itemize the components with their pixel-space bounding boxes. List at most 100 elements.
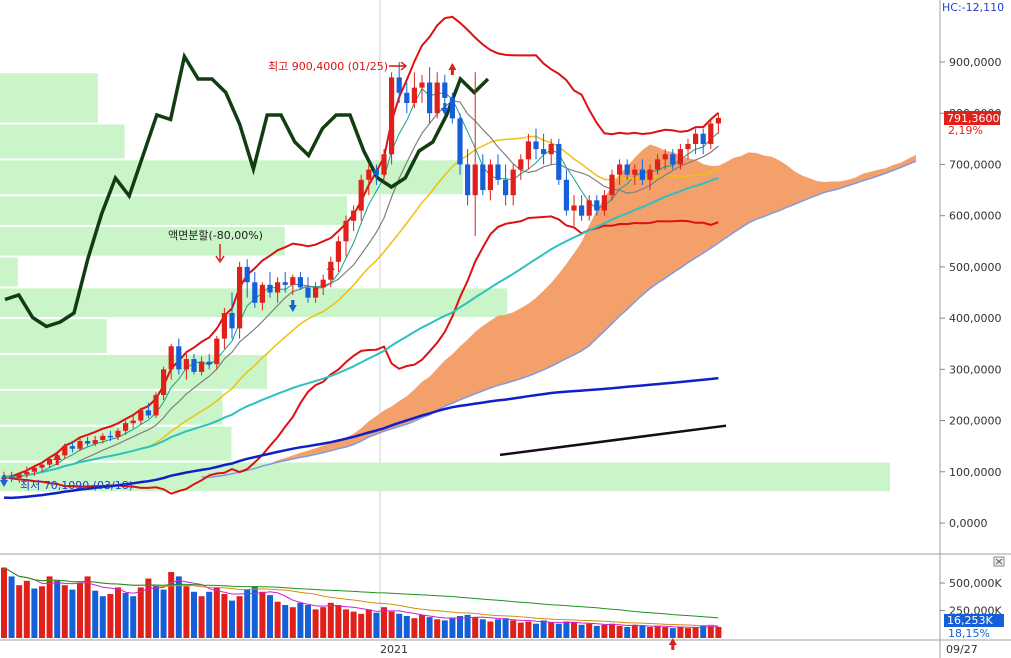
volume-bar — [46, 576, 53, 638]
volume-bar — [183, 586, 190, 638]
volume-profile-bar — [0, 354, 267, 389]
candle-body — [77, 441, 83, 449]
volume-bar — [548, 622, 555, 638]
candle-body — [138, 410, 144, 421]
candle-body — [556, 143, 562, 180]
volume-profile-bar — [0, 196, 348, 225]
buy-signal-icon — [326, 263, 335, 275]
volume-bar — [198, 596, 205, 638]
current-volume: 16,253K — [947, 614, 993, 627]
candle-body — [183, 359, 189, 370]
candle-body — [176, 346, 182, 370]
volume-bar — [472, 617, 479, 638]
candle-body — [495, 164, 501, 180]
candle-body — [282, 282, 288, 285]
volume-bar — [609, 623, 615, 638]
candle-body — [100, 435, 106, 441]
volume-bar — [153, 585, 159, 638]
candle-body — [145, 410, 151, 416]
volume-bar — [305, 605, 311, 638]
buy-signal-icon — [53, 453, 62, 465]
candle-body — [389, 77, 395, 155]
volume-bar — [365, 609, 372, 638]
price-tick-label: 300,0000 — [949, 363, 1002, 376]
volume-bar — [388, 611, 395, 638]
candle-body — [639, 169, 645, 180]
candle-body — [9, 476, 15, 479]
volume-bar — [578, 624, 585, 638]
volume-bar — [426, 617, 433, 638]
volume-bar — [411, 618, 418, 638]
candle-body — [244, 266, 250, 283]
volume-bar — [647, 627, 653, 638]
split-arrow-icon — [215, 244, 225, 264]
ma-120-line — [3, 376, 719, 500]
candle-body — [123, 423, 129, 431]
candle-body — [579, 205, 585, 216]
candle-body — [62, 446, 68, 456]
candle-body — [465, 164, 471, 196]
price-tick-label: 700,0000 — [949, 158, 1002, 171]
volume-bar — [669, 628, 676, 638]
candle-body — [24, 471, 30, 475]
price-tick-label: 200,0000 — [949, 415, 1002, 428]
volume-bar — [84, 576, 91, 638]
candle-body — [305, 287, 311, 298]
candle-body — [472, 164, 478, 196]
volume-bar — [137, 587, 144, 638]
oscillator-line — [4, 51, 490, 329]
candle-body — [518, 159, 524, 170]
split-annotation: 액면분할(-80,00%) — [168, 229, 263, 242]
price-tick-label: 100,0000 — [949, 466, 1002, 479]
volume-bar — [396, 613, 403, 638]
candle-body — [229, 312, 235, 329]
hc-label: HC:-12,110 — [942, 1, 1004, 14]
year-label: 2021 — [380, 643, 408, 656]
sell-signal-icon — [288, 300, 297, 312]
candle-body — [85, 441, 91, 444]
volume-bar — [601, 624, 608, 638]
ma-240-line — [499, 424, 727, 457]
candle-body — [586, 200, 592, 216]
volume-bar — [206, 591, 213, 638]
buy-signal-icon — [668, 638, 677, 650]
candle-body — [320, 279, 326, 288]
candle-body — [510, 169, 516, 196]
current-ratio: 18,15% — [948, 627, 990, 640]
signal-markers — [0, 63, 677, 650]
candle-body — [191, 359, 197, 372]
cloud-area — [201, 144, 917, 478]
volume-bar — [107, 594, 114, 638]
volume-bar — [533, 623, 539, 638]
volume-bar — [61, 585, 68, 638]
buy-signal-icon — [448, 63, 457, 75]
candle-body — [335, 241, 341, 262]
candle-body — [358, 179, 364, 211]
candle-body — [31, 467, 37, 472]
volume-bar — [449, 618, 456, 638]
volume-bar — [434, 619, 441, 638]
candle-body — [677, 149, 683, 165]
volume-bar — [563, 621, 570, 638]
volume-bar — [122, 592, 129, 638]
candle-body — [442, 82, 448, 98]
volume-bars — [1, 567, 722, 638]
volume-profile-bar — [0, 226, 285, 256]
volume-bar — [479, 619, 486, 638]
candle-body — [206, 361, 212, 365]
current-volume-box — [944, 614, 1004, 627]
candle-body — [632, 169, 638, 175]
current-price: 791,3600 — [947, 112, 1000, 125]
candle-body — [700, 133, 706, 144]
volume-bar — [700, 625, 707, 638]
volume-bar — [31, 588, 38, 638]
volume-bar — [160, 589, 167, 638]
bollinger-lower-line — [3, 215, 719, 495]
candle-body — [343, 220, 349, 242]
candle-body — [259, 284, 265, 303]
candle-body — [252, 282, 258, 303]
volume-bar — [282, 605, 289, 638]
volume-profile-bar — [0, 124, 125, 159]
candle-body — [617, 164, 623, 175]
